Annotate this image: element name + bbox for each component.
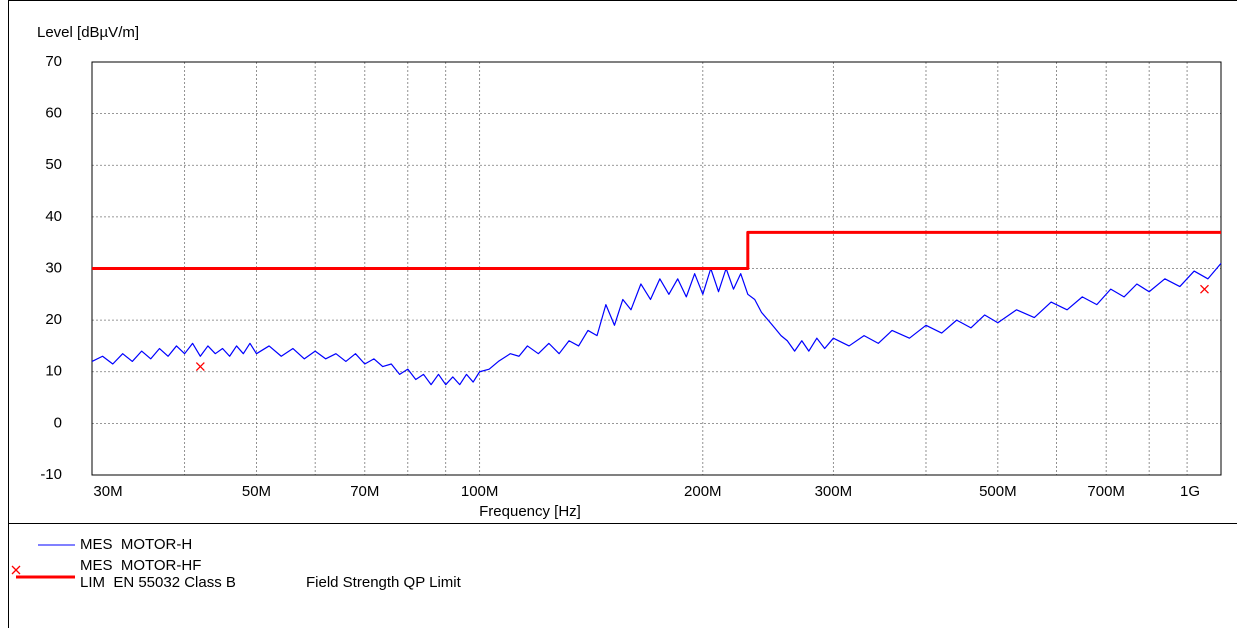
- x-axis-label: Frequency [Hz]: [479, 503, 581, 520]
- x-tick-label: 100M: [461, 483, 499, 500]
- y-tick-label: 0: [54, 414, 62, 431]
- x-tick-label: 50M: [242, 483, 271, 500]
- legend-swatch: [12, 566, 20, 574]
- y-tick-label: 40: [45, 208, 62, 225]
- y-tick-label: 70: [45, 53, 62, 70]
- marker: [1200, 285, 1208, 293]
- legend-description: Field Strength QP Limit: [306, 574, 462, 591]
- frame: [9, 1, 1237, 629]
- marker: [196, 363, 204, 371]
- legend-label: LIM EN 55032 Class B: [80, 574, 236, 591]
- x-tick-label: 200M: [684, 483, 722, 500]
- x-tick-label: 300M: [815, 483, 853, 500]
- y-axis-label: Level [dBµV/m]: [37, 24, 139, 41]
- legend-label: MES MOTOR-HF: [80, 557, 201, 574]
- x-tick-label: 1G: [1180, 483, 1200, 500]
- y-tick-label: 60: [45, 105, 62, 122]
- y-tick-label: 20: [45, 311, 62, 328]
- y-tick-label: 30: [45, 259, 62, 276]
- x-tick-label: 30M: [93, 483, 122, 500]
- y-tick-label: 50: [45, 156, 62, 173]
- x-tick-label: 700M: [1087, 483, 1125, 500]
- series-line: [92, 263, 1221, 384]
- y-tick-label: -10: [40, 466, 62, 483]
- x-tick-label: 70M: [350, 483, 379, 500]
- series-line: [92, 232, 1221, 268]
- x-tick-label: 500M: [979, 483, 1017, 500]
- legend-label: MES MOTOR-H: [80, 536, 192, 553]
- y-tick-label: 10: [45, 363, 62, 380]
